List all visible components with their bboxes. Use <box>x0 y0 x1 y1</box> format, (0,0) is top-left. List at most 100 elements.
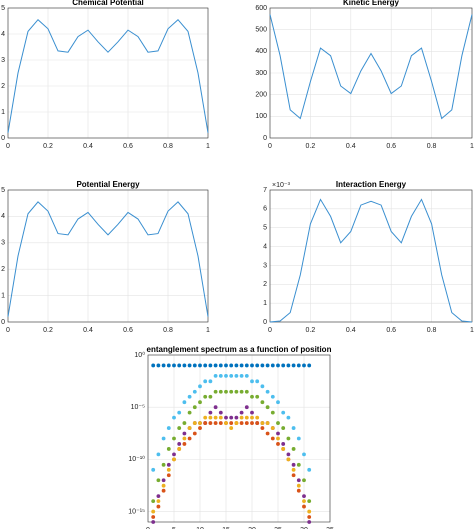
point <box>255 363 260 368</box>
x-tick-label: 25 <box>274 527 282 529</box>
point <box>182 436 187 441</box>
point <box>291 467 296 472</box>
axes-box <box>7 189 209 323</box>
point <box>151 515 156 519</box>
point <box>307 520 312 524</box>
point <box>286 436 291 441</box>
point <box>192 389 197 394</box>
point <box>229 421 234 425</box>
point <box>302 494 306 499</box>
point <box>270 426 275 430</box>
point <box>224 421 228 425</box>
point <box>296 363 301 368</box>
axes-box <box>147 354 331 523</box>
axes-box <box>269 189 473 323</box>
x-tick-label: 0.6 <box>386 143 396 150</box>
point <box>276 363 280 368</box>
y-tick-label: 1 <box>1 109 5 116</box>
point <box>307 499 312 504</box>
point <box>239 363 244 368</box>
point <box>255 379 260 384</box>
x-tick-label: 1 <box>470 327 474 334</box>
point <box>182 442 187 446</box>
x-tick-label: 0 <box>6 327 10 334</box>
point <box>213 421 218 425</box>
point <box>161 436 166 441</box>
point <box>239 373 244 378</box>
point <box>224 389 228 394</box>
point <box>307 515 312 519</box>
y-tick-label: 4 <box>1 213 5 220</box>
point <box>208 363 213 368</box>
point <box>182 431 187 436</box>
x-tick-label: 0.8 <box>427 327 437 334</box>
chart-title: Potential Energy <box>76 180 140 189</box>
x-tick-label: 0 <box>6 143 10 150</box>
y-tick-label: 10⁰ <box>134 351 145 359</box>
point <box>244 405 249 410</box>
x-tick-label: 1 <box>206 327 210 334</box>
line <box>7 18 209 133</box>
line <box>269 14 473 120</box>
point <box>302 504 306 509</box>
point <box>276 400 280 405</box>
chart-title: entanglement spectrum as a function of p… <box>147 345 332 354</box>
plot-area <box>8 8 208 138</box>
x-tick-label: 0.8 <box>427 143 437 150</box>
point <box>270 436 275 441</box>
point <box>218 410 223 415</box>
point <box>224 415 228 420</box>
point <box>265 363 270 368</box>
x-tick-label: 35 <box>326 527 334 529</box>
point <box>198 421 202 425</box>
point <box>213 415 218 420</box>
y-tick-label: 6 <box>263 206 267 213</box>
point <box>291 462 296 467</box>
point <box>161 478 166 483</box>
point <box>270 394 275 399</box>
point <box>161 462 166 467</box>
point <box>250 363 254 368</box>
point <box>260 426 265 430</box>
point <box>166 447 171 451</box>
point <box>151 467 156 472</box>
point <box>203 394 208 399</box>
point <box>244 363 249 368</box>
point <box>213 389 218 394</box>
point <box>172 436 176 441</box>
point <box>244 415 249 420</box>
y-tick-label: 600 <box>255 5 267 12</box>
point <box>213 373 218 378</box>
y-tick-label: 0 <box>263 135 267 142</box>
point <box>234 363 239 368</box>
x-tick-label: 0.6 <box>123 143 133 150</box>
point <box>307 467 312 472</box>
point <box>187 426 192 430</box>
y-tick-label: 3 <box>1 240 5 247</box>
point <box>177 442 182 446</box>
point <box>172 457 176 462</box>
point <box>218 373 223 378</box>
y-tick-label: 1 <box>263 300 267 307</box>
x-tick-label: 0.6 <box>123 327 133 334</box>
point <box>281 426 286 430</box>
point <box>296 436 301 441</box>
y-tick-label: 200 <box>255 92 267 99</box>
x-tick-label: 20 <box>248 527 256 529</box>
point <box>281 442 286 446</box>
point <box>161 488 166 493</box>
point <box>255 421 260 425</box>
point <box>270 363 275 368</box>
point <box>296 478 301 483</box>
point <box>260 384 265 389</box>
point <box>177 410 182 415</box>
x-tick-label: 15 <box>222 527 230 529</box>
point <box>270 410 275 415</box>
point <box>265 405 270 410</box>
x-tick-label: 0.2 <box>43 327 53 334</box>
point <box>276 421 280 425</box>
point <box>208 421 213 425</box>
point <box>172 363 176 368</box>
point <box>156 494 161 499</box>
